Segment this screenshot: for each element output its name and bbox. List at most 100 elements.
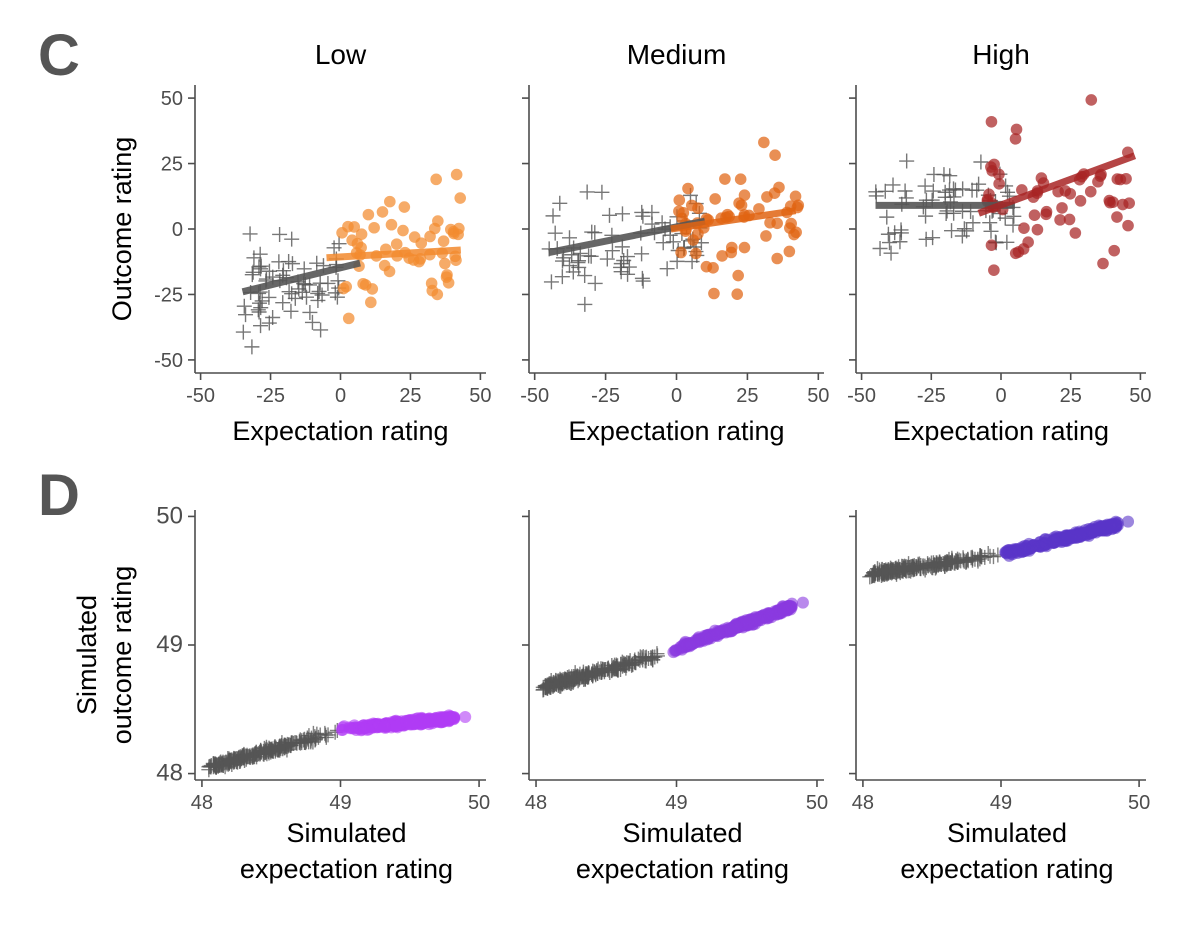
data-point-cross xyxy=(238,748,254,764)
data-point-cross xyxy=(624,657,640,673)
data-point-circle xyxy=(1054,214,1066,226)
data-point-cross xyxy=(892,234,908,250)
data-point-circle xyxy=(439,257,451,270)
data-point-circle xyxy=(435,716,448,729)
data-point-cross xyxy=(246,250,262,266)
data-point-circle xyxy=(1061,531,1074,544)
data-point-cross xyxy=(877,183,893,199)
data-point-cross xyxy=(925,183,941,199)
data-point-circle xyxy=(993,168,1005,181)
data-point-circle xyxy=(1084,185,1097,198)
data-point-circle xyxy=(1009,133,1022,145)
data-point-circle xyxy=(738,189,751,201)
x-tick-label: -50 xyxy=(186,385,215,407)
x-tick-label: -25 xyxy=(917,385,946,407)
data-point-circle xyxy=(1122,515,1135,528)
data-point-cross xyxy=(587,275,603,291)
data-point-cross xyxy=(223,752,239,768)
data-point-circle xyxy=(685,199,698,212)
data-point-cross xyxy=(557,672,573,688)
data-point-circle xyxy=(1069,227,1082,239)
data-point-cross xyxy=(587,225,603,241)
data-point-cross xyxy=(936,167,952,183)
y-tick-label: 48 xyxy=(156,760,183,787)
data-point-cross xyxy=(604,657,620,673)
data-point-cross xyxy=(912,560,928,576)
x-tick-label: 48 xyxy=(525,792,547,814)
x-axis-title: Expectation rating xyxy=(568,416,784,446)
data-point-cross xyxy=(574,669,590,685)
data-point-cross xyxy=(645,652,661,668)
data-point-cross xyxy=(635,273,651,289)
data-point-circle xyxy=(362,208,375,221)
data-point-cross xyxy=(215,754,231,770)
data-point-cross xyxy=(543,672,559,688)
data-point-circle xyxy=(398,201,411,213)
data-point-circle xyxy=(1056,202,1068,214)
data-point-cross xyxy=(304,314,320,330)
data-point-cross xyxy=(632,652,648,668)
data-point-circle xyxy=(413,255,425,268)
data-point-cross xyxy=(601,207,617,223)
data-point-circle xyxy=(993,177,1005,190)
data-point-circle xyxy=(1018,222,1030,234)
scatter-plot-low: Low -50 -25 0 25 50 50 25 0 -25 -50 Expectation rat… xyxy=(107,39,492,446)
data-point-cross xyxy=(320,275,336,291)
data-point-cross xyxy=(571,253,587,269)
data-point-cross xyxy=(227,753,243,769)
data-point-circle xyxy=(985,161,997,173)
data-point-circle xyxy=(385,218,398,231)
data-point-circle xyxy=(789,190,802,203)
data-point-cross xyxy=(291,281,307,297)
data-point-cross xyxy=(982,215,998,231)
data-point-cross xyxy=(545,208,561,224)
data-point-circle xyxy=(764,216,776,229)
data-point-circle xyxy=(785,217,797,230)
panel-title: Low xyxy=(315,39,367,70)
data-point-circle xyxy=(1094,520,1107,533)
data-point-cross xyxy=(265,310,281,326)
data-point-circle xyxy=(1064,187,1077,200)
data-point-cross xyxy=(244,339,260,355)
data-point-cross xyxy=(910,558,926,574)
data-point-circle xyxy=(1009,247,1022,260)
data-point-circle xyxy=(368,221,380,234)
data-point-circle xyxy=(1074,195,1087,207)
data-point-cross xyxy=(577,670,593,686)
x-tick-label: 0 xyxy=(335,385,346,407)
x-tick-label: 48 xyxy=(852,792,874,814)
data-point-cross xyxy=(584,666,600,682)
x-tick-label: -50 xyxy=(847,385,876,407)
data-point-cross xyxy=(937,558,953,574)
x-tick-label: 25 xyxy=(1060,385,1082,407)
y-tick-label: 49 xyxy=(156,631,183,658)
data-point-cross xyxy=(593,664,609,680)
data-point-cross xyxy=(974,549,990,565)
data-point-circle xyxy=(700,631,713,644)
y-tick-label: -25 xyxy=(154,284,183,306)
data-point-cross xyxy=(881,235,897,251)
panel-letter-d: D xyxy=(38,463,80,528)
x-axis-title-line2: expectation rating xyxy=(240,854,453,884)
data-point-cross xyxy=(613,656,629,672)
x-tick-label: 50 xyxy=(807,385,829,407)
y-tick-label: 0 xyxy=(172,219,183,241)
data-point-circle xyxy=(426,284,439,297)
data-point-cross xyxy=(613,264,629,280)
data-point-cross xyxy=(275,295,291,311)
data-point-cross xyxy=(918,208,934,224)
data-point-cross xyxy=(965,215,981,231)
data-point-cross xyxy=(620,266,636,282)
data-point-cross xyxy=(253,258,269,274)
data-point-cross xyxy=(659,261,675,277)
data-point-cross xyxy=(283,303,299,319)
data-point-cross xyxy=(928,557,944,573)
x-axis-title-line1: Simulated xyxy=(947,818,1067,848)
data-point-circle xyxy=(365,296,377,309)
data-point-circle xyxy=(709,193,721,205)
data-point-cross xyxy=(281,737,297,753)
data-point-cross xyxy=(254,293,270,309)
data-point-cross xyxy=(309,255,325,271)
data-point-cross xyxy=(230,754,246,770)
data-point-cross xyxy=(655,235,671,251)
